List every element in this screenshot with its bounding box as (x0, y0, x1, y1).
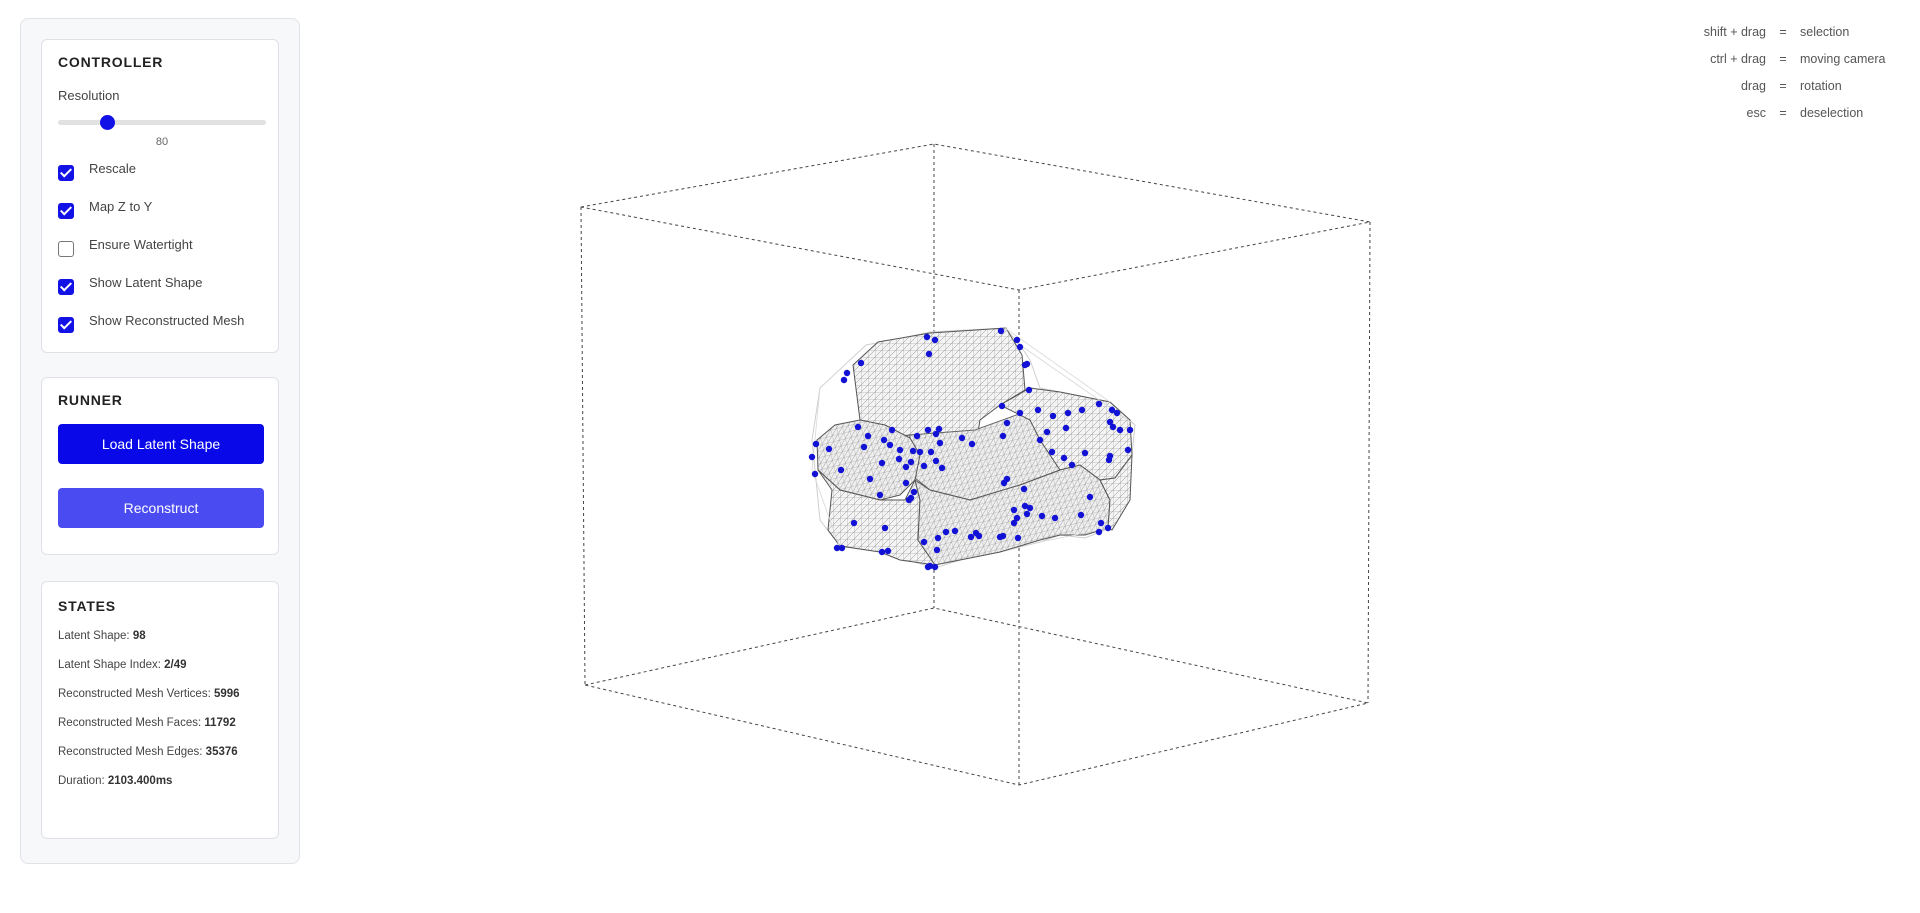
runner-card: RUNNER Load Latent Shape Reconstruct (41, 377, 279, 555)
state-value: 98 (132, 630, 146, 642)
state-value: 5996 (213, 688, 240, 700)
help-key: drag (1740, 78, 1766, 93)
state-value: 35376 (205, 746, 238, 758)
reconstructed-mesh (811, 327, 1136, 569)
state-latent-shape-index: Latent Shape Index: 2/49 (58, 659, 187, 671)
state-mesh-edges: Reconstructed Mesh Edges: 35376 (58, 746, 238, 758)
help-key: shift + drag (1703, 24, 1766, 39)
help-row-moving-camera: ctrl + drag = moving camera (1656, 45, 1900, 72)
state-mesh-faces: Reconstructed Mesh Faces: 11792 (58, 717, 236, 729)
rescale-label: Rescale (89, 161, 136, 176)
state-latent-shape: Latent Shape: 98 (58, 630, 146, 642)
help-action: deselection (1800, 105, 1864, 120)
state-mesh-vertices: Reconstructed Mesh Vertices: 5996 (58, 688, 240, 700)
states-title: STATES (58, 598, 116, 614)
3d-canvas[interactable] (300, 0, 1600, 908)
help-action: selection (1800, 24, 1850, 39)
latent-shape-points (808, 327, 1134, 571)
map-z-to-y-label: Map Z to Y (89, 199, 153, 214)
help-row-selection: shift + drag = selection (1656, 18, 1900, 45)
help-row-deselection: esc = deselection (1656, 99, 1900, 126)
state-label: Reconstructed Mesh Faces: (58, 717, 205, 729)
runner-title: RUNNER (58, 392, 123, 408)
3d-viewport[interactable] (300, 0, 1600, 908)
help-equals: = (1779, 24, 1787, 39)
keyboard-help: shift + drag = selection ctrl + drag = m… (1656, 18, 1900, 126)
help-equals: = (1779, 51, 1787, 66)
sidebar-panel: CONTROLLER Resolution 80 Rescale Map Z t… (20, 18, 300, 864)
resolution-value: 80 (155, 136, 169, 148)
state-value: 11792 (204, 717, 236, 729)
show-latent-shape-label: Show Latent Shape (89, 275, 203, 290)
state-label: Reconstructed Mesh Vertices: (58, 688, 214, 700)
rescale-checkbox[interactable] (58, 165, 74, 181)
state-value: 2103.400ms (107, 775, 173, 787)
help-key: ctrl + drag (1710, 51, 1766, 66)
show-reconstructed-mesh-checkbox[interactable] (58, 317, 74, 333)
resolution-slider-track[interactable] (58, 120, 266, 125)
state-label: Reconstructed Mesh Edges: (58, 746, 206, 758)
state-value: 2/49 (164, 659, 187, 671)
help-equals: = (1779, 105, 1787, 120)
reconstruct-button[interactable]: Reconstruct (58, 488, 264, 528)
resolution-label: Resolution (58, 88, 120, 103)
controller-title: CONTROLLER (58, 54, 164, 70)
help-action: rotation (1800, 78, 1842, 93)
state-label: Duration: (58, 775, 108, 787)
map-z-to-y-checkbox[interactable] (58, 203, 74, 219)
states-card: STATES Latent Shape: 98 Latent Shape Ind… (41, 581, 279, 839)
show-reconstructed-mesh-label: Show Reconstructed Mesh (89, 313, 245, 328)
help-equals: = (1779, 78, 1787, 93)
help-row-rotation: drag = rotation (1656, 72, 1900, 99)
state-duration: Duration: 2103.400ms (58, 775, 172, 787)
load-latent-shape-button[interactable]: Load Latent Shape (58, 424, 264, 464)
resolution-slider-thumb[interactable] (100, 115, 116, 130)
ensure-watertight-label: Ensure Watertight (89, 237, 193, 252)
controller-card: CONTROLLER Resolution 80 Rescale Map Z t… (41, 39, 279, 353)
state-label: Latent Shape: (58, 630, 133, 642)
show-latent-shape-checkbox[interactable] (58, 279, 74, 295)
help-key: esc (1746, 105, 1766, 120)
help-action: moving camera (1800, 51, 1886, 66)
state-label: Latent Shape Index: (58, 659, 165, 671)
ensure-watertight-checkbox[interactable] (58, 241, 74, 257)
